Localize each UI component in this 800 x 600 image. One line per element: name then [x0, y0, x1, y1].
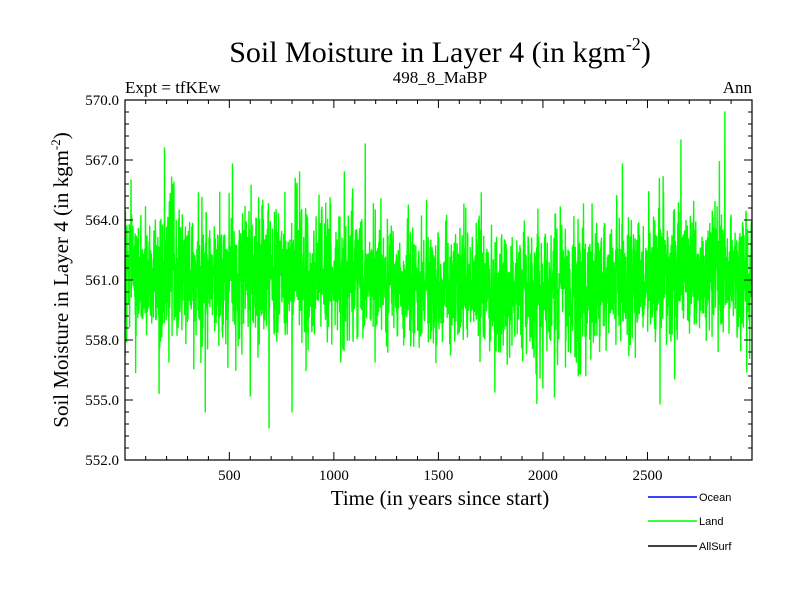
x-tick-label: 1500 [423, 468, 453, 484]
subtitle-experiment: Expt = tfKEw [125, 78, 221, 97]
y-tick-label: 570.0 [85, 93, 119, 109]
subtitle-period: 498_8_MaBP [393, 68, 487, 87]
y-axis-label-main: Soil Moisture in Layer 4 (in kgm [49, 150, 73, 428]
y-axis-label-superscript: -2 [48, 139, 63, 150]
x-axis-label: Time (in years since start) [331, 486, 550, 510]
x-tick-label: 500 [218, 468, 241, 484]
x-tick-label: 2000 [528, 468, 558, 484]
x-tick-label: 2500 [632, 468, 662, 484]
y-axis-label: Soil Moisture in Layer 4 (in kgm-2) [48, 132, 73, 427]
chart-title: Soil Moisture in Layer 4 (in kgm-2) [229, 34, 651, 69]
chart-title-end: ) [641, 36, 651, 69]
series-line-land [125, 111, 752, 429]
chart-title-main: Soil Moisture in Layer 4 (in kgm [229, 36, 626, 69]
subtitle-season: Ann [723, 78, 753, 97]
legend-label-allsurf: AllSurf [699, 541, 732, 553]
chart-title-superscript: -2 [626, 34, 641, 54]
legend-label-land: Land [699, 516, 723, 528]
y-tick-label: 555.0 [85, 393, 119, 409]
y-tick-label: 567.0 [85, 153, 119, 169]
y-tick-label: 558.0 [85, 333, 119, 349]
y-axis-label-end: ) [49, 132, 73, 139]
y-tick-label: 564.0 [85, 213, 119, 229]
x-tick-label: 1000 [319, 468, 349, 484]
y-tick-label: 561.0 [85, 273, 119, 289]
y-tick-label: 552.0 [85, 453, 119, 469]
axes: 500 1000 1500 2000 2500 552.0 555.0 558.0 561.0 5… [85, 93, 752, 484]
legend: Ocean Land AllSurf [648, 492, 732, 553]
legend-label-ocean: Ocean [699, 492, 731, 504]
